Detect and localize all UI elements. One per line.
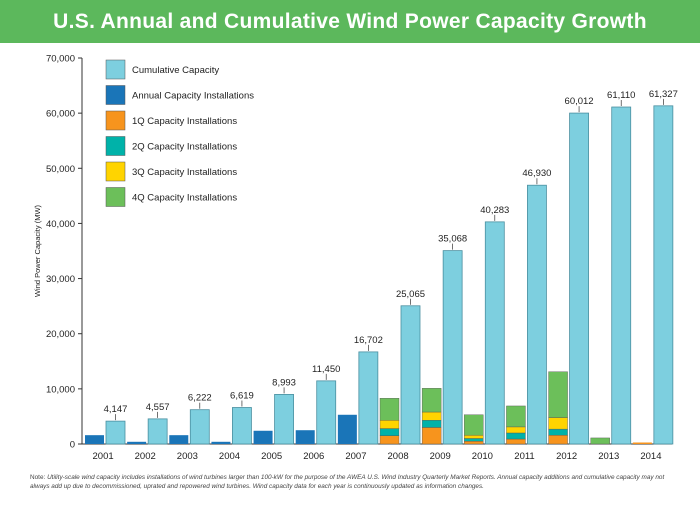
- bar-cumulative-2013: [611, 106, 632, 445]
- x-tick-label-2003: 2003: [177, 451, 198, 462]
- legend-swatch-q1: [105, 110, 126, 131]
- bar-q1-2009: [421, 427, 442, 445]
- bar-annual-2002: [127, 441, 147, 444]
- value-label-2011: 46,930: [522, 168, 551, 179]
- bar-q2-2012: [548, 428, 568, 436]
- legend-label-q1: 1Q Capacity Installations: [132, 116, 237, 127]
- y-tick-label: 50,000: [46, 164, 75, 175]
- x-tick-label-2013: 2013: [598, 451, 619, 462]
- bar-annual-2005: [253, 430, 273, 444]
- bar-q3-2009: [421, 411, 442, 421]
- legend-swatch-q4: [105, 187, 126, 207]
- legend-swatch-q2: [105, 136, 126, 156]
- x-tick-label-2009: 2009: [430, 451, 451, 462]
- x-tick-label-2005: 2005: [261, 451, 282, 462]
- bar-q2-2011: [506, 432, 526, 440]
- y-tick-label: 20,000: [46, 329, 75, 340]
- value-label-2008: 25,065: [396, 289, 425, 300]
- value-label-2007: 16,702: [354, 335, 383, 346]
- bar-cumulative-2002: [147, 418, 168, 445]
- legend-label-q4: 4Q Capacity Installations: [132, 193, 237, 204]
- y-tick-label: 30,000: [46, 274, 75, 285]
- bar-annual-2004: [211, 441, 231, 444]
- bar-cumulative-2005: [274, 394, 294, 445]
- y-tick-label: 10,000: [46, 384, 75, 395]
- bar-q3-2011: [506, 426, 526, 434]
- y-tick-label: 0: [70, 440, 75, 451]
- bar-q4-2012: [548, 371, 568, 418]
- bar-q2-2008: [379, 428, 400, 436]
- x-tick-label-2011: 2011: [514, 451, 534, 462]
- wind-capacity-chart: 0 10,000 20,000 30,000 40,000 50,000 60,000 70,…: [33, 54, 678, 463]
- bar-annual-2001: [85, 435, 104, 444]
- bar-q1-2008: [379, 435, 400, 445]
- bar-q1-2010: [464, 441, 484, 445]
- bar-cumulative-2003: [189, 409, 210, 445]
- bar-annual-2007: [337, 414, 357, 444]
- bar-cumulative-2012: [569, 112, 589, 445]
- bar-cumulative-2010: [484, 221, 505, 445]
- x-tick-label-2004: 2004: [219, 451, 240, 462]
- x-tick-label-2002: 2002: [135, 451, 156, 462]
- y-axis-label: Wind Power Capacity (MW): [33, 204, 42, 297]
- bar-cumulative-2007: [358, 351, 379, 445]
- bar-q4-2011: [506, 405, 526, 428]
- legend-label-q3: 3Q Capacity Installations: [132, 167, 237, 178]
- value-label-2005: 8,993: [272, 377, 296, 388]
- x-tick-label-2012: 2012: [556, 451, 577, 462]
- value-label-2004: 6,619: [230, 391, 254, 402]
- footnote-text: Utility-scale wind capacity includes ins…: [30, 474, 665, 490]
- bar-q4-2009: [421, 388, 442, 413]
- bar-q1-2012: [548, 434, 568, 445]
- value-label-2013: 61,110: [607, 90, 635, 101]
- bar-q3-2008: [379, 420, 400, 429]
- footnote-prefix: Note:: [30, 474, 48, 481]
- x-tick-label-2007: 2007: [345, 451, 366, 462]
- title-banner: U.S. Annual and Cumulative Wind Power Ca…: [0, 0, 700, 43]
- bar-cumulative-2011: [527, 184, 547, 445]
- value-label-2003: 6,222: [188, 393, 212, 404]
- value-label-2002: 4,557: [146, 402, 170, 413]
- legend-swatch-annual: [105, 85, 126, 105]
- chart-title: U.S. Annual and Cumulative Wind Power Ca…: [53, 9, 647, 33]
- bar-q1-2011: [506, 438, 526, 445]
- bar-q4-2008: [379, 398, 400, 421]
- footnote: Note: Utility-scale wind capacity includ…: [30, 474, 670, 491]
- bar-cumulative-2001: [105, 420, 126, 445]
- value-label-2009: 35,068: [438, 234, 467, 245]
- y-tick-label: 60,000: [46, 109, 75, 120]
- bar-annual-2006: [295, 430, 315, 444]
- y-tick-label: 40,000: [46, 219, 75, 230]
- x-tick-label-2010: 2010: [472, 451, 493, 462]
- legend-label-cumulative: Cumulative Capacity: [132, 65, 219, 76]
- x-tick-label-2014: 2014: [640, 451, 661, 462]
- bar-q2-2010: [464, 438, 484, 442]
- legend-label-q2: 2Q Capacity Installations: [132, 142, 237, 153]
- bar-cumulative-2014: [653, 105, 674, 445]
- bar-q4-2010: [464, 414, 484, 436]
- value-label-2001: 4,147: [104, 404, 128, 415]
- bar-q2-2009: [421, 420, 442, 428]
- x-tick-label-2006: 2006: [303, 451, 324, 462]
- bar-cumulative-2008: [400, 305, 421, 445]
- bar-q4-2013: [590, 437, 610, 445]
- legend-swatch-cumulative: [105, 59, 126, 80]
- value-label-2014: 61,327: [649, 89, 678, 100]
- value-label-2012: 60,012: [565, 96, 594, 107]
- bar-q3-2010: [464, 434, 484, 439]
- value-label-2006: 11,450: [312, 364, 340, 375]
- bar-cumulative-2004: [232, 407, 252, 445]
- y-tick-label: 70,000: [46, 54, 75, 65]
- legend-label-annual: Annual Capacity Installations: [132, 91, 254, 102]
- bar-cumulative-2006: [316, 380, 337, 445]
- x-tick-label-2001: 2001: [93, 451, 114, 462]
- bar-q1-2014: [632, 442, 652, 444]
- x-tick-label-2008: 2008: [388, 451, 409, 462]
- bar-annual-2003: [169, 435, 189, 444]
- bar-cumulative-2009: [442, 250, 463, 445]
- legend-swatch-q3: [105, 161, 126, 182]
- bar-q3-2012: [548, 417, 568, 430]
- value-label-2010: 40,283: [480, 205, 509, 216]
